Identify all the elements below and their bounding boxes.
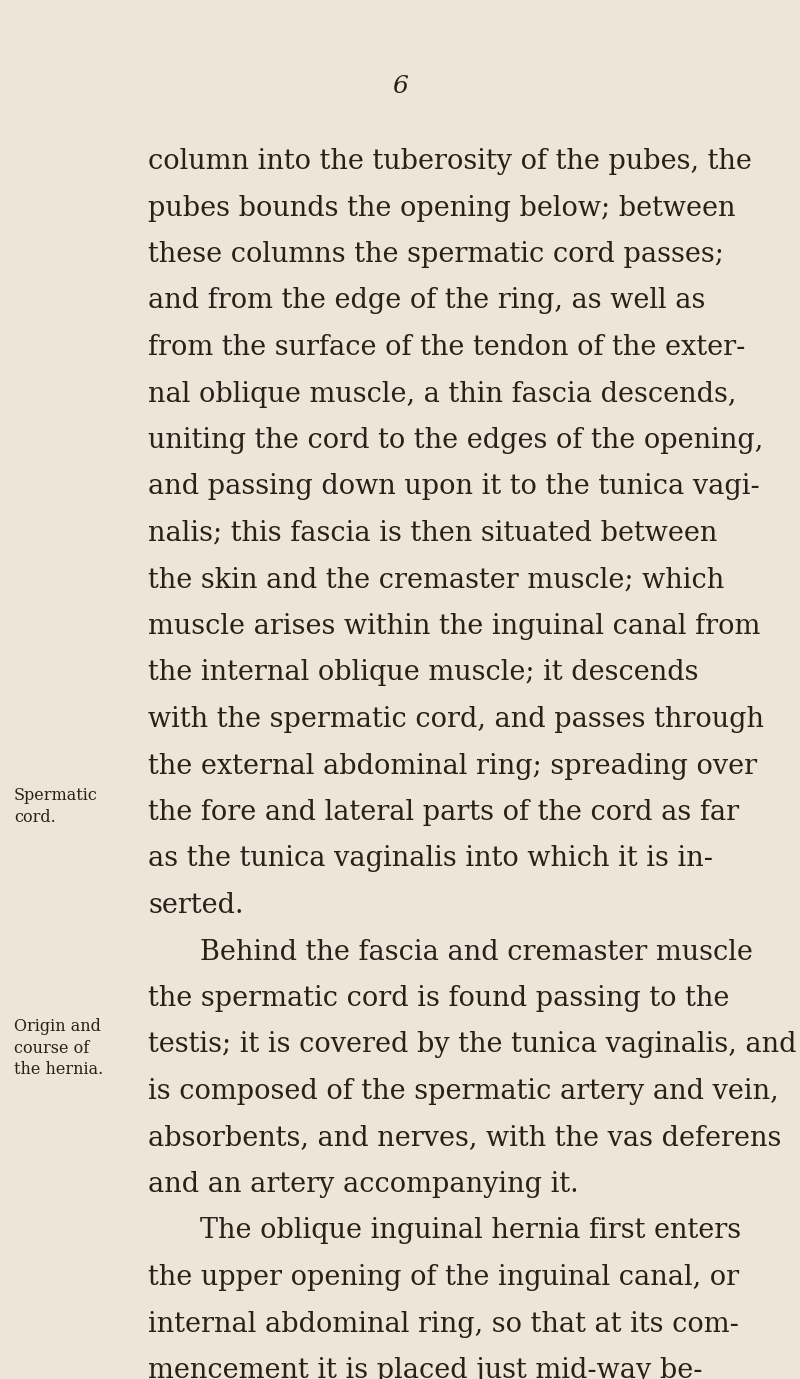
Text: with the spermatic cord, and passes through: with the spermatic cord, and passes thro… [148, 706, 764, 734]
Text: the external abdominal ring; spreading over: the external abdominal ring; spreading o… [148, 753, 757, 779]
Text: Origin and
course of
the hernia.: Origin and course of the hernia. [14, 1018, 103, 1078]
Text: as the tunica vaginalis into which it is in-: as the tunica vaginalis into which it is… [148, 845, 713, 873]
Text: serted.: serted. [148, 892, 243, 918]
Text: Behind the fascia and cremaster muscle: Behind the fascia and cremaster muscle [200, 939, 753, 965]
Text: the spermatic cord is found passing to the: the spermatic cord is found passing to t… [148, 985, 730, 1012]
Text: and from the edge of the ring, as well as: and from the edge of the ring, as well a… [148, 287, 706, 314]
Text: column into the tuberosity of the pubes, the: column into the tuberosity of the pubes,… [148, 148, 752, 175]
Text: muscle arises within the inguinal canal from: muscle arises within the inguinal canal … [148, 614, 760, 640]
Text: nalis; this fascia is then situated between: nalis; this fascia is then situated betw… [148, 520, 718, 547]
Text: testis; it is covered by the tunica vaginalis, and: testis; it is covered by the tunica vagi… [148, 1031, 797, 1059]
Text: pubes bounds the opening below; between: pubes bounds the opening below; between [148, 194, 735, 222]
Text: from the surface of the tendon of the exter-: from the surface of the tendon of the ex… [148, 334, 746, 361]
Text: 6: 6 [392, 74, 408, 98]
Text: the internal oblique muscle; it descends: the internal oblique muscle; it descends [148, 659, 698, 687]
Text: these columns the spermatic cord passes;: these columns the spermatic cord passes; [148, 241, 724, 268]
Text: and an artery accompanying it.: and an artery accompanying it. [148, 1171, 578, 1198]
Text: the skin and the cremaster muscle; which: the skin and the cremaster muscle; which [148, 567, 724, 593]
Text: Spermatic
cord.: Spermatic cord. [14, 787, 98, 826]
Text: The oblique inguinal hernia first enters: The oblique inguinal hernia first enters [200, 1218, 741, 1244]
Text: the upper opening of the inguinal canal, or: the upper opening of the inguinal canal,… [148, 1265, 739, 1291]
Text: the fore and lateral parts of the cord as far: the fore and lateral parts of the cord a… [148, 798, 739, 826]
Text: mencement it is placed just mid-way be-: mencement it is placed just mid-way be- [148, 1357, 702, 1379]
Text: nal oblique muscle, a thin fascia descends,: nal oblique muscle, a thin fascia descen… [148, 381, 736, 408]
Text: absorbents, and nerves, with the vas deferens: absorbents, and nerves, with the vas def… [148, 1124, 782, 1151]
Text: internal abdominal ring, so that at its com-: internal abdominal ring, so that at its … [148, 1310, 739, 1338]
Text: uniting the cord to the edges of the opening,: uniting the cord to the edges of the ope… [148, 427, 763, 454]
Text: and passing down upon it to the tunica vagi-: and passing down upon it to the tunica v… [148, 473, 760, 501]
Text: is composed of the spermatic artery and vein,: is composed of the spermatic artery and … [148, 1078, 778, 1105]
